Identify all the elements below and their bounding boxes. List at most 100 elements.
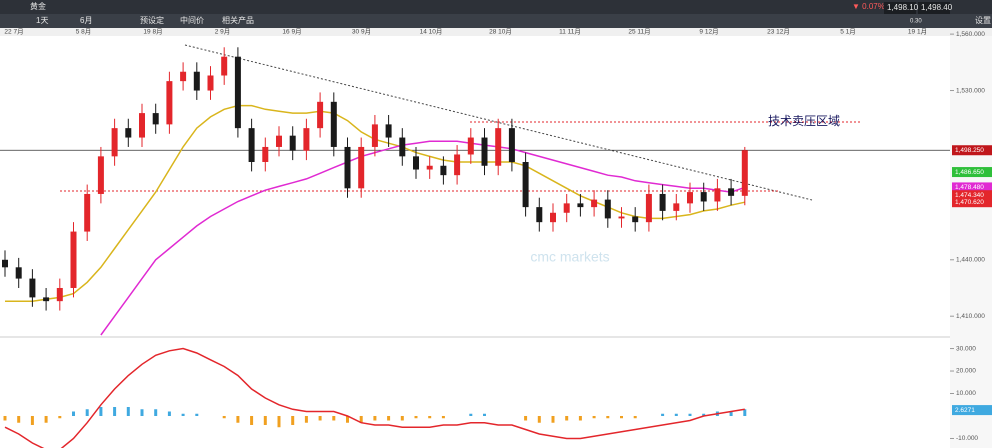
histogram-bar	[44, 415, 48, 423]
toolbar-button[interactable]: 中间价	[180, 15, 204, 25]
y-tick-label: 1,530.000	[956, 87, 985, 94]
histogram-bar	[236, 415, 240, 423]
histogram-bar	[661, 413, 665, 416]
histogram-bar	[304, 415, 308, 423]
candle-body	[180, 71, 187, 82]
histogram-bar	[688, 413, 692, 416]
histogram-bar	[414, 415, 418, 419]
histogram-bar	[729, 411, 733, 416]
candle-body	[536, 207, 543, 223]
histogram-bar	[592, 415, 596, 419]
price-tag-label: 1,474.340	[955, 192, 984, 199]
candle-body	[125, 128, 132, 138]
price-tag-label: 1,478.480	[955, 184, 984, 191]
candle-body	[481, 137, 488, 166]
candle-body	[221, 56, 228, 76]
candle-body	[152, 113, 159, 125]
candle-body	[193, 71, 200, 91]
candle-body	[371, 124, 378, 147]
interval[interactable]: 1天	[36, 16, 48, 25]
bid[interactable]: 1,498.10	[887, 3, 919, 12]
candle-body	[207, 75, 214, 91]
candle-body	[84, 193, 91, 232]
candle-body	[399, 137, 406, 157]
candle-body	[344, 146, 351, 189]
histogram-bar	[332, 415, 336, 421]
histogram-bar	[469, 413, 473, 416]
histogram-bar	[263, 415, 267, 425]
x-tick-label: 22 7月	[4, 28, 23, 36]
x-tick-label: 2 9月	[215, 28, 231, 36]
price-tag	[952, 167, 992, 178]
histogram-bar	[620, 415, 623, 419]
histogram-bar	[565, 415, 569, 421]
ask-box[interactable]	[918, 2, 950, 14]
histogram-bar	[154, 409, 158, 416]
histogram-bar	[85, 409, 89, 416]
histogram-bar	[167, 411, 171, 416]
range[interactable]: 6月	[80, 16, 92, 25]
price-tag-label: 1,498.250	[955, 147, 984, 154]
histogram-bar	[318, 415, 322, 421]
x-tick-label: 5 1月	[840, 28, 856, 36]
candle-body	[43, 297, 50, 302]
candle-body	[262, 146, 269, 162]
instrument-tab[interactable]: 黄金	[30, 1, 46, 11]
candle-body	[56, 287, 63, 302]
x-tick-label: 28 10月	[489, 28, 512, 36]
candle-body	[645, 193, 652, 223]
price-tag-label: 1,486.650	[955, 169, 984, 176]
candle-body	[673, 203, 680, 211]
candle-body	[550, 212, 556, 223]
candle-body	[632, 216, 639, 223]
x-tick-label: 23 12月	[767, 28, 790, 36]
histogram-bar	[181, 413, 185, 416]
histogram-bar	[743, 409, 747, 416]
histogram-bar	[113, 407, 117, 416]
toolbar-button[interactable]: 相关产品	[222, 15, 254, 25]
settings[interactable]: 设置	[975, 15, 991, 25]
candle-body	[2, 259, 8, 268]
histogram-bar	[291, 415, 295, 425]
candle-body	[413, 156, 419, 170]
candle-body	[467, 137, 474, 155]
y-tick-label: 1,410.000	[956, 313, 985, 320]
histogram-bar	[359, 415, 363, 423]
x-tick-label: 25 11月	[628, 28, 650, 36]
histogram-bar	[674, 413, 678, 416]
y-tick-label: 1,560.000	[956, 31, 985, 38]
histogram-bar	[551, 415, 555, 423]
histogram-bar	[195, 413, 199, 416]
candle-body	[303, 128, 310, 151]
x-tick-label: 16 9月	[282, 28, 301, 36]
histogram-bar	[99, 407, 103, 416]
y-tick-label: 10.000	[956, 390, 976, 397]
y-tick-label: -10.000	[956, 435, 978, 442]
candle-body	[440, 165, 447, 176]
candle-body	[728, 188, 735, 196]
histogram-bar	[373, 415, 377, 421]
histogram-bar	[222, 415, 226, 419]
candle-body	[563, 203, 570, 213]
candle-body	[139, 113, 145, 138]
histogram-bar	[387, 415, 391, 421]
candle-body	[577, 203, 584, 208]
candle-body	[70, 231, 77, 288]
candle-body	[248, 128, 255, 162]
bid-box[interactable]	[884, 2, 916, 14]
price-tag	[952, 145, 992, 156]
x-tick-label: 11 11月	[559, 28, 581, 36]
candle-body	[522, 161, 529, 208]
histogram-bar	[578, 415, 582, 421]
toolbar-row	[0, 14, 992, 28]
candle-body	[111, 128, 118, 157]
candle-body	[618, 216, 625, 219]
toolbar-button[interactable]: 预设定	[140, 15, 164, 25]
indicator-line	[4, 347, 745, 448]
candle-body	[276, 135, 282, 147]
x-tick-label: 19 1月	[908, 28, 927, 36]
ask[interactable]: 1,498.40	[921, 3, 953, 12]
histogram-bar	[606, 415, 610, 419]
price-tag-label: 1,470.620	[955, 199, 984, 206]
